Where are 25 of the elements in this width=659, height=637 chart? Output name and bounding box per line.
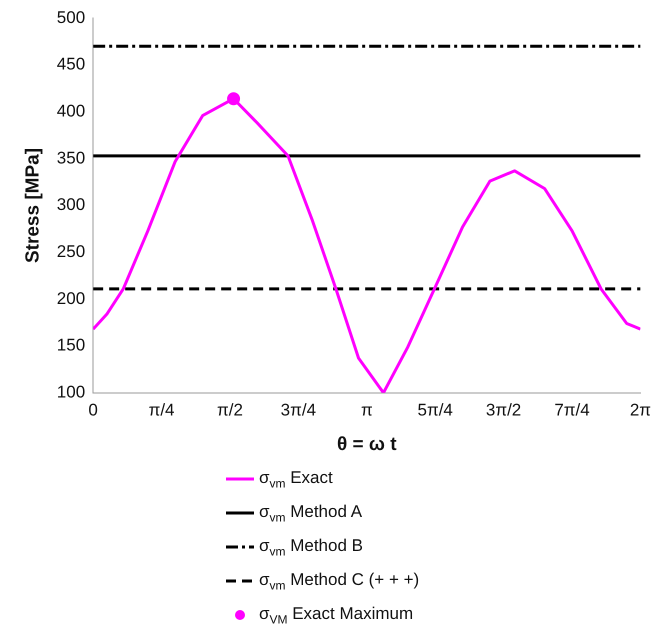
y-tick-label: 300 [56,195,86,214]
legend-label: σ$_{VM}$ Exact Maximum [259,604,414,626]
y-tick-label: 500 [56,8,86,27]
x-tick-label: 0 [88,400,98,420]
legend-label: σ$_{vm}$ Method A [259,502,362,524]
y-tick-label: 400 [56,102,86,121]
x-tick-label: π/4 [148,400,174,420]
y-axis-title: Stress [MPa] [22,148,44,264]
x-tick-label: 5π/4 [418,400,453,420]
x-tick-label: 7π/4 [554,400,590,420]
y-tick-label: 200 [56,288,86,308]
x-tick-label: 2π [630,400,651,420]
y-tick-label: 150 [56,336,86,355]
y-tick-label: 350 [56,148,86,168]
x-tick-label: π/2 [217,400,243,420]
y-tick-label: 100 [56,382,86,402]
y-tick-label: 450 [56,54,86,74]
legend-label: σ$_{vm}$ Method B [259,536,363,558]
legend-label: σ$_{vm}$ Method C (+ + +) [259,570,420,592]
x-tick-label: π [360,400,373,420]
x-tick-label: 3π/4 [280,400,316,420]
x-axis-title: θ = ω t [336,434,398,455]
x-tick-label: 3π/2 [486,400,522,420]
legend-label: σ$_{vm}$ Exact [259,468,333,490]
y-tick-label: 250 [56,242,86,262]
